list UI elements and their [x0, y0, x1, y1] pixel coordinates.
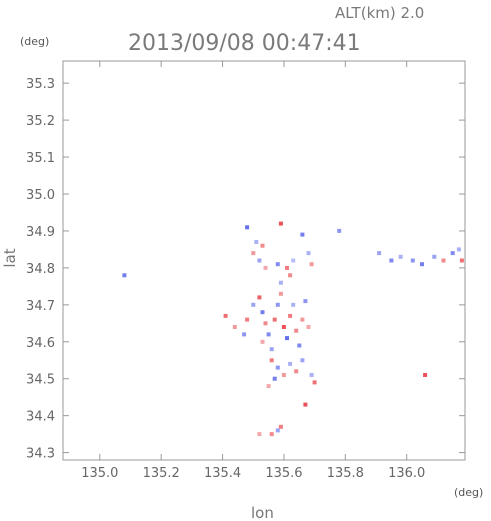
- data-point: [260, 243, 265, 248]
- data-point: [459, 258, 464, 263]
- x-tick-label: 135.4: [204, 466, 241, 481]
- data-point: [242, 332, 247, 337]
- data-point: [291, 258, 296, 263]
- data-point: [285, 265, 289, 270]
- y-unit-label: (deg): [20, 35, 49, 48]
- data-point: [337, 228, 342, 233]
- data-point: [300, 358, 305, 363]
- altitude-label: ALT(km) 2.0: [335, 4, 424, 22]
- x-tick-label: 135.2: [143, 466, 180, 481]
- x-tick-label: 135.0: [81, 466, 118, 481]
- plot-points: [122, 221, 464, 437]
- data-point: [300, 232, 305, 237]
- data-point: [456, 247, 461, 252]
- data-point: [306, 251, 311, 256]
- data-point: [275, 428, 280, 433]
- data-point: [223, 313, 228, 318]
- x-ticks: 135.0 135.2 135.4 135.6 135.8 136.0: [81, 61, 425, 481]
- data-point: [122, 273, 127, 278]
- y-tick-label: 34.5: [26, 373, 55, 388]
- data-point: [303, 402, 308, 407]
- data-point: [257, 432, 262, 437]
- data-point: [245, 317, 250, 322]
- data-point: [245, 225, 250, 230]
- data-point: [312, 380, 317, 385]
- data-point: [275, 365, 280, 370]
- y-tick-label: 35.2: [26, 114, 55, 129]
- data-point: [294, 328, 299, 333]
- data-point: [297, 343, 302, 348]
- data-point: [288, 273, 293, 278]
- y-tick-label: 35.1: [26, 151, 55, 166]
- data-point: [266, 384, 271, 389]
- data-point: [450, 251, 455, 256]
- data-point: [232, 325, 237, 329]
- data-point: [275, 262, 280, 267]
- data-point: [269, 347, 274, 352]
- data-point: [441, 258, 446, 263]
- x-axis-label: lon: [251, 504, 274, 521]
- data-point: [288, 313, 293, 318]
- data-point: [300, 317, 305, 322]
- y-tick-label: 34.9: [26, 225, 55, 240]
- data-point: [410, 258, 415, 263]
- data-point: [254, 240, 259, 244]
- data-point: [294, 369, 299, 374]
- data-point: [420, 262, 424, 267]
- chart-title: 2013/09/08 00:47:41: [128, 31, 361, 56]
- data-point: [278, 291, 283, 296]
- data-point: [306, 325, 311, 329]
- data-point: [278, 221, 283, 226]
- data-point: [303, 299, 308, 304]
- y-tick-label: 34.6: [26, 336, 55, 351]
- data-point: [257, 258, 262, 263]
- data-point: [269, 432, 274, 437]
- data-point: [288, 361, 293, 366]
- data-point: [309, 262, 314, 267]
- data-point: [432, 254, 437, 259]
- data-point: [257, 295, 262, 300]
- y-tick-label: 35.3: [26, 77, 55, 92]
- y-tick-label: 34.3: [26, 447, 55, 462]
- data-point: [281, 373, 286, 377]
- y-axis-label: lat: [1, 248, 19, 267]
- plot-frame: [62, 60, 466, 461]
- y-tick-label: 35.0: [26, 188, 55, 203]
- data-point: [275, 302, 280, 307]
- data-point: [260, 339, 265, 344]
- data-point: [272, 376, 277, 381]
- data-point: [389, 258, 394, 263]
- data-point: [377, 251, 382, 256]
- data-point: [278, 280, 283, 285]
- data-point: [309, 373, 314, 377]
- y-tick-label: 34.8: [26, 262, 55, 277]
- data-point: [398, 254, 403, 259]
- data-point: [263, 321, 268, 326]
- data-point: [278, 424, 283, 429]
- data-point: [260, 310, 265, 315]
- x-unit-label: (deg): [454, 486, 483, 499]
- x-tick-label: 135.6: [265, 466, 302, 481]
- data-point: [423, 373, 428, 377]
- data-point: [272, 317, 277, 322]
- y-tick-label: 34.4: [26, 410, 55, 425]
- data-point: [291, 302, 296, 307]
- data-point: [251, 251, 256, 256]
- x-tick-label: 136.0: [388, 466, 425, 481]
- data-point: [281, 325, 286, 329]
- y-ticks: 34.3 34.4 34.5 34.6 34.7 34.8 34.9 35.0 35.1 35.2…: [26, 77, 465, 462]
- data-point: [263, 265, 268, 270]
- data-point: [251, 302, 256, 307]
- y-tick-label: 34.7: [26, 299, 55, 314]
- x-tick-label: 135.8: [327, 466, 364, 481]
- data-point: [285, 336, 289, 341]
- data-point: [269, 358, 274, 363]
- data-point: [266, 332, 271, 337]
